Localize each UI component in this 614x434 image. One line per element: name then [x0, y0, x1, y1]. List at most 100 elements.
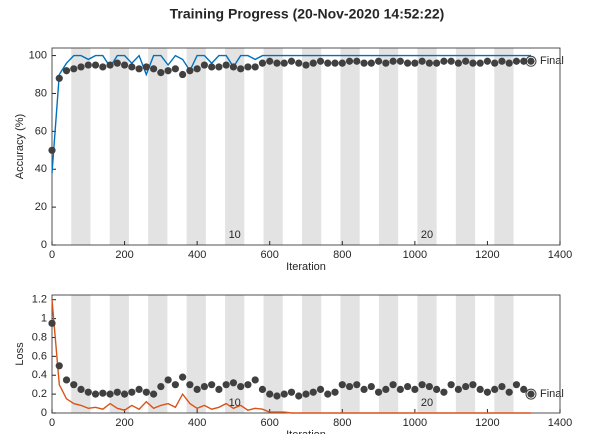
y-tick-label: 1.2	[32, 294, 47, 306]
validation-point	[425, 59, 433, 67]
validation-point	[179, 70, 187, 79]
validation-point	[476, 385, 484, 393]
validation-point	[498, 382, 506, 391]
validation-point	[200, 61, 208, 69]
validation-point	[411, 59, 419, 67]
validation-point	[287, 57, 296, 65]
epoch-band	[186, 295, 206, 413]
validation-point	[113, 59, 121, 67]
epoch-label: 20	[421, 229, 433, 241]
validation-point	[295, 59, 303, 67]
epoch-band	[109, 295, 129, 413]
validation-point	[302, 61, 310, 69]
validation-point	[77, 63, 85, 71]
validation-point	[360, 59, 368, 67]
epoch-band	[263, 48, 283, 245]
validation-point	[237, 382, 245, 391]
validation-point	[99, 63, 107, 71]
validation-point	[84, 61, 92, 69]
validation-point	[106, 390, 114, 398]
epoch-band	[340, 48, 360, 245]
validation-point	[135, 65, 143, 73]
validation-point	[411, 385, 419, 393]
validation-point	[157, 69, 165, 77]
validation-point	[62, 376, 71, 384]
validation-point	[222, 381, 230, 389]
validation-point	[142, 63, 150, 71]
final-label: Final	[540, 388, 564, 400]
validation-point	[425, 382, 433, 391]
validation-point	[244, 381, 252, 389]
validation-point	[280, 59, 288, 67]
x-tick-label: 600	[261, 249, 279, 261]
validation-point	[208, 63, 216, 71]
validation-point	[251, 63, 259, 71]
epoch-band	[455, 295, 476, 413]
validation-point	[454, 59, 462, 67]
validation-point	[113, 388, 121, 396]
final-label: Final	[540, 55, 564, 67]
validation-point	[491, 385, 499, 393]
epoch-band	[263, 295, 283, 413]
chart-title: Training Progress (20-Nov-2020 14:52:22)	[170, 6, 445, 22]
validation-point	[404, 382, 412, 391]
validation-point	[374, 388, 383, 396]
validation-point	[142, 388, 150, 396]
validation-point	[273, 59, 281, 67]
validation-point	[454, 385, 462, 393]
validation-point	[164, 376, 172, 384]
validation-point	[433, 59, 441, 67]
validation-point	[106, 61, 114, 69]
validation-point	[483, 57, 492, 65]
validation-point	[164, 67, 172, 75]
x-axis-label: Iteration	[286, 261, 326, 273]
validation-point	[215, 385, 223, 393]
epoch-band	[417, 48, 437, 245]
validation-point	[120, 390, 129, 398]
validation-point	[389, 381, 397, 389]
epoch-band	[340, 295, 360, 413]
validation-point	[440, 57, 448, 65]
training-line	[51, 54, 531, 174]
y-tick-label: 40	[35, 163, 47, 175]
epoch-band	[417, 295, 437, 413]
y-tick-label: 80	[35, 87, 47, 99]
validation-point	[309, 388, 317, 396]
validation-point	[389, 57, 397, 65]
validation-point	[331, 59, 339, 67]
x-tick-label: 1400	[548, 417, 572, 429]
epoch-band	[225, 295, 245, 413]
validation-point	[70, 381, 78, 389]
validation-point	[171, 65, 179, 73]
validation-point	[527, 390, 535, 398]
validation-point	[353, 57, 361, 65]
validation-point	[483, 388, 492, 396]
y-tick-label: 0.6	[32, 350, 47, 362]
epoch-band	[494, 295, 514, 413]
y-tick-label: 60	[35, 125, 47, 137]
x-tick-label: 1000	[403, 249, 427, 261]
validation-point	[316, 385, 325, 393]
validation-point	[447, 57, 455, 65]
validation-point	[91, 61, 100, 69]
x-tick-label: 600	[261, 417, 279, 429]
validation-point	[229, 379, 238, 387]
validation-point	[48, 319, 56, 327]
validation-point	[512, 381, 521, 389]
validation-point	[382, 59, 390, 67]
validation-point	[70, 65, 78, 73]
y-axis-label: Accuracy (%)	[14, 114, 26, 179]
x-tick-label: 1000	[403, 417, 427, 429]
validation-point	[229, 63, 238, 71]
validation-point	[418, 57, 426, 65]
y-tick-label: 20	[35, 201, 47, 213]
validation-point	[244, 63, 252, 71]
validation-point	[345, 57, 354, 65]
validation-point	[193, 385, 201, 393]
validation-point	[48, 146, 56, 154]
validation-point	[251, 376, 259, 384]
x-tick-label: 200	[115, 417, 133, 429]
epoch-band	[225, 48, 245, 245]
x-tick-label: 0	[49, 249, 55, 261]
